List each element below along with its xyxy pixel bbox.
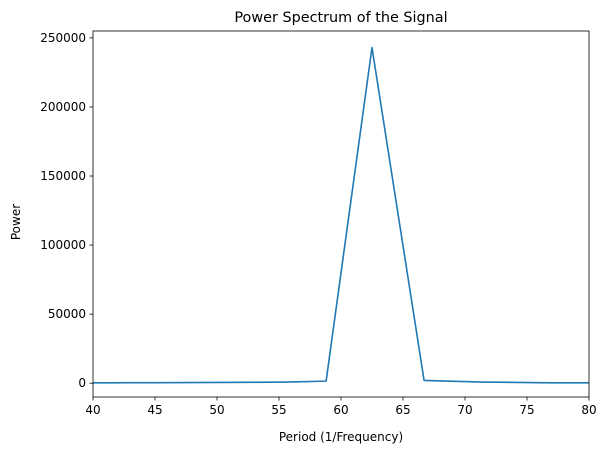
series-line-0 bbox=[93, 46, 589, 384]
x-tick-label: 60 bbox=[333, 403, 348, 417]
x-tick-label: 65 bbox=[395, 403, 410, 417]
chart-title: Power Spectrum of the Signal bbox=[234, 10, 447, 26]
x-tick-label: 70 bbox=[457, 403, 472, 417]
axes-frame bbox=[92, 30, 590, 398]
y-tick-label: 150000 bbox=[40, 169, 86, 183]
y-tick-label: 200000 bbox=[40, 100, 86, 114]
y-tick-label: 100000 bbox=[40, 238, 86, 252]
x-tick-label: 55 bbox=[271, 403, 286, 417]
y-axis-label: Power bbox=[9, 204, 23, 240]
x-tick-label: 75 bbox=[519, 403, 534, 417]
x-tick-label: 50 bbox=[209, 403, 224, 417]
plot-area bbox=[93, 46, 589, 384]
x-tick-label: 80 bbox=[581, 403, 596, 417]
x-axis: 40 45 50 55 60 65 70 75 80 bbox=[85, 397, 597, 417]
y-tick-label: 50000 bbox=[48, 307, 86, 321]
y-tick-label: 250000 bbox=[40, 31, 86, 45]
x-tick-label: 45 bbox=[147, 403, 162, 417]
x-tick-label: 40 bbox=[85, 403, 100, 417]
x-axis-label: Period (1/Frequency) bbox=[279, 430, 403, 444]
y-tick-label: 0 bbox=[78, 376, 86, 390]
y-axis: 0 50000 100000 150000 200000 250000 bbox=[40, 31, 93, 390]
